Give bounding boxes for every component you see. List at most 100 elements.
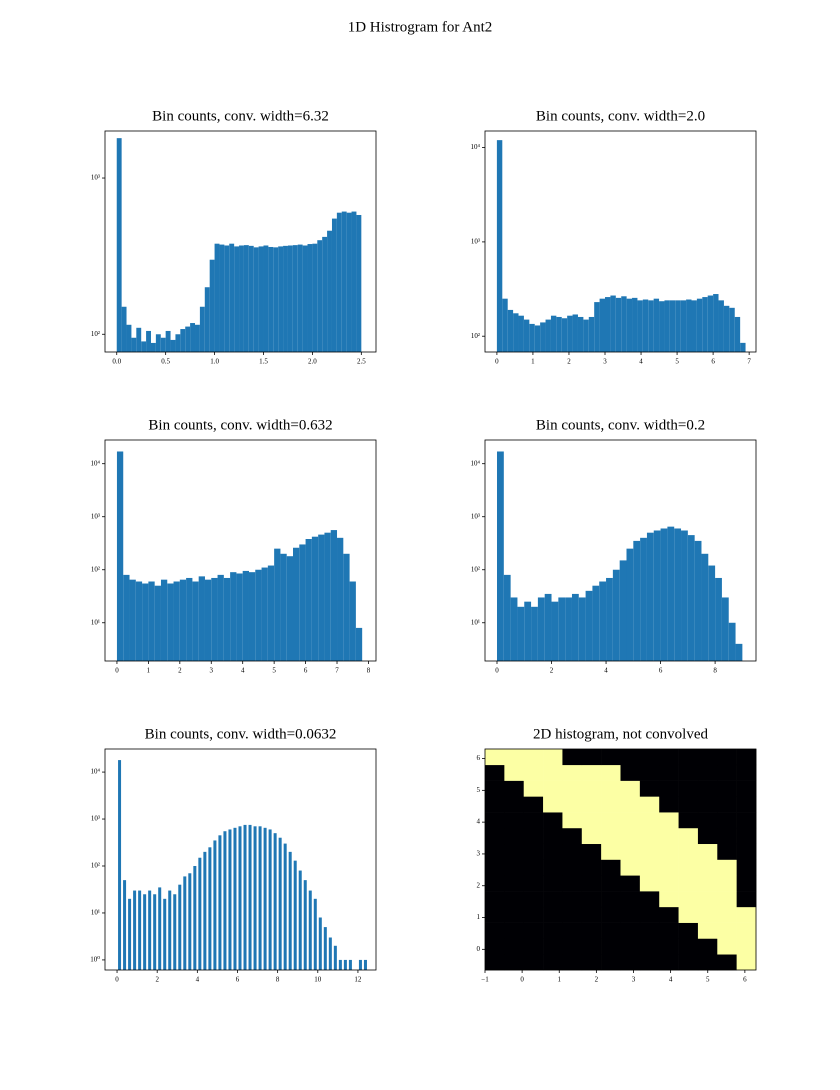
heatmap-cell [543, 906, 563, 923]
heatmap-cell [562, 906, 583, 923]
histogram-bar [213, 840, 217, 970]
axes-frame [104, 748, 377, 971]
histogram-bar [155, 334, 161, 352]
histogram-bar [567, 315, 573, 352]
histogram-bar [278, 246, 284, 352]
histogram-bar [496, 451, 504, 661]
heatmap-cell [620, 922, 641, 939]
heatmap-cell [485, 954, 505, 971]
histogram-bar [258, 246, 264, 352]
heatmap-cell [736, 796, 757, 813]
histogram-bar [150, 342, 156, 352]
heatmap-cell [639, 780, 660, 797]
heatmap-cell [543, 764, 563, 781]
histogram-bar [653, 298, 660, 352]
y-tick-label: 10¹ [471, 618, 480, 626]
histogram-bar [338, 959, 342, 970]
heatmap-cell [485, 764, 505, 781]
histogram-bar [217, 574, 224, 661]
histogram-bar [293, 547, 300, 661]
y-tick-label: 10⁴ [91, 459, 101, 467]
heatmap-cell [562, 764, 583, 781]
histogram-bar [707, 295, 714, 352]
histogram-bar [192, 581, 199, 661]
heatmap-cell [601, 891, 621, 908]
y-tick-label: 10² [471, 332, 480, 340]
histogram-bar [713, 294, 719, 352]
histogram-bar [211, 577, 218, 661]
histogram-bar [708, 565, 716, 661]
histogram-bar [204, 579, 212, 661]
panel-title: Bin counts, conv. width=0.632 [148, 417, 332, 433]
heatmap-cell [581, 922, 602, 939]
heatmap-cell [717, 812, 737, 829]
histogram-bar [632, 297, 638, 352]
x-tick-label: 2 [178, 667, 182, 675]
histogram-bar [129, 579, 136, 661]
histogram-bar [723, 305, 730, 352]
histogram-bar [648, 300, 654, 352]
heatmap-cell [717, 749, 737, 766]
y-tick-label: 5 [477, 786, 481, 794]
heatmap-cell [717, 891, 737, 908]
heatmap-cell [601, 812, 621, 829]
histogram-bar [223, 831, 227, 970]
heatmap-cell [523, 859, 544, 876]
heatmap-cell [523, 906, 544, 923]
heatmap-cell [678, 891, 699, 908]
heatmap-cell [562, 891, 583, 908]
heatmap-cell [601, 875, 621, 892]
x-tick-label: 8 [367, 667, 371, 675]
histogram-bar [351, 211, 357, 352]
histogram-bar [238, 826, 242, 970]
histogram-bar [328, 937, 332, 970]
heatmap-cell [562, 812, 583, 829]
histogram-bar [123, 574, 130, 661]
heatmap-cell [562, 938, 583, 955]
histogram-bar [167, 583, 174, 661]
histogram-bar [178, 884, 182, 970]
histogram-bar [223, 577, 231, 661]
heatmap-cell [659, 827, 679, 845]
histogram-bar [664, 300, 670, 352]
heatmap-cell [697, 764, 718, 781]
heatmap-cell [697, 938, 718, 955]
histogram-bar [550, 315, 557, 352]
heatmap-cell [639, 906, 660, 923]
histogram-bar [696, 298, 703, 352]
histogram-bar [612, 569, 620, 661]
x-tick-label: 5 [706, 976, 710, 984]
histogram-bar [209, 259, 215, 352]
histogram-bar [317, 240, 323, 352]
heatmap-cell [504, 749, 525, 766]
axes-frame [484, 748, 757, 971]
heatmap-cell [639, 954, 660, 971]
histogram-bar [592, 585, 600, 661]
heatmap-cell [562, 780, 583, 797]
y-tick-label: 10¹ [91, 618, 100, 626]
heatmap-cell [717, 796, 737, 813]
histogram-bar [185, 326, 191, 352]
y-tick-label: 10⁴ [471, 143, 481, 151]
y-tick-label: 10⁴ [471, 459, 481, 467]
heatmap-cell [601, 938, 621, 955]
histogram-bar [691, 300, 697, 352]
heatmap-cell [678, 906, 699, 923]
histogram-bar [356, 214, 362, 352]
histogram-bar [583, 319, 589, 352]
x-tick-label: 3 [632, 976, 636, 984]
heatmap-cell [659, 922, 679, 939]
histogram-bar [116, 451, 124, 661]
heatmap-cell [659, 764, 679, 781]
heatmap-cell [581, 954, 602, 971]
y-tick-label: 10⁴ [91, 768, 101, 776]
heatmap-cell [504, 796, 525, 813]
y-tick-label: 10² [91, 862, 100, 870]
heatmap-cell [659, 954, 679, 971]
histogram-bar [702, 297, 708, 352]
histogram-bar [278, 837, 282, 970]
panel-title: Bin counts, conv. width=0.0632 [145, 726, 337, 742]
heatmap-cell [678, 749, 699, 766]
histogram-bar [186, 577, 193, 661]
x-tick-label: 4 [604, 667, 608, 675]
